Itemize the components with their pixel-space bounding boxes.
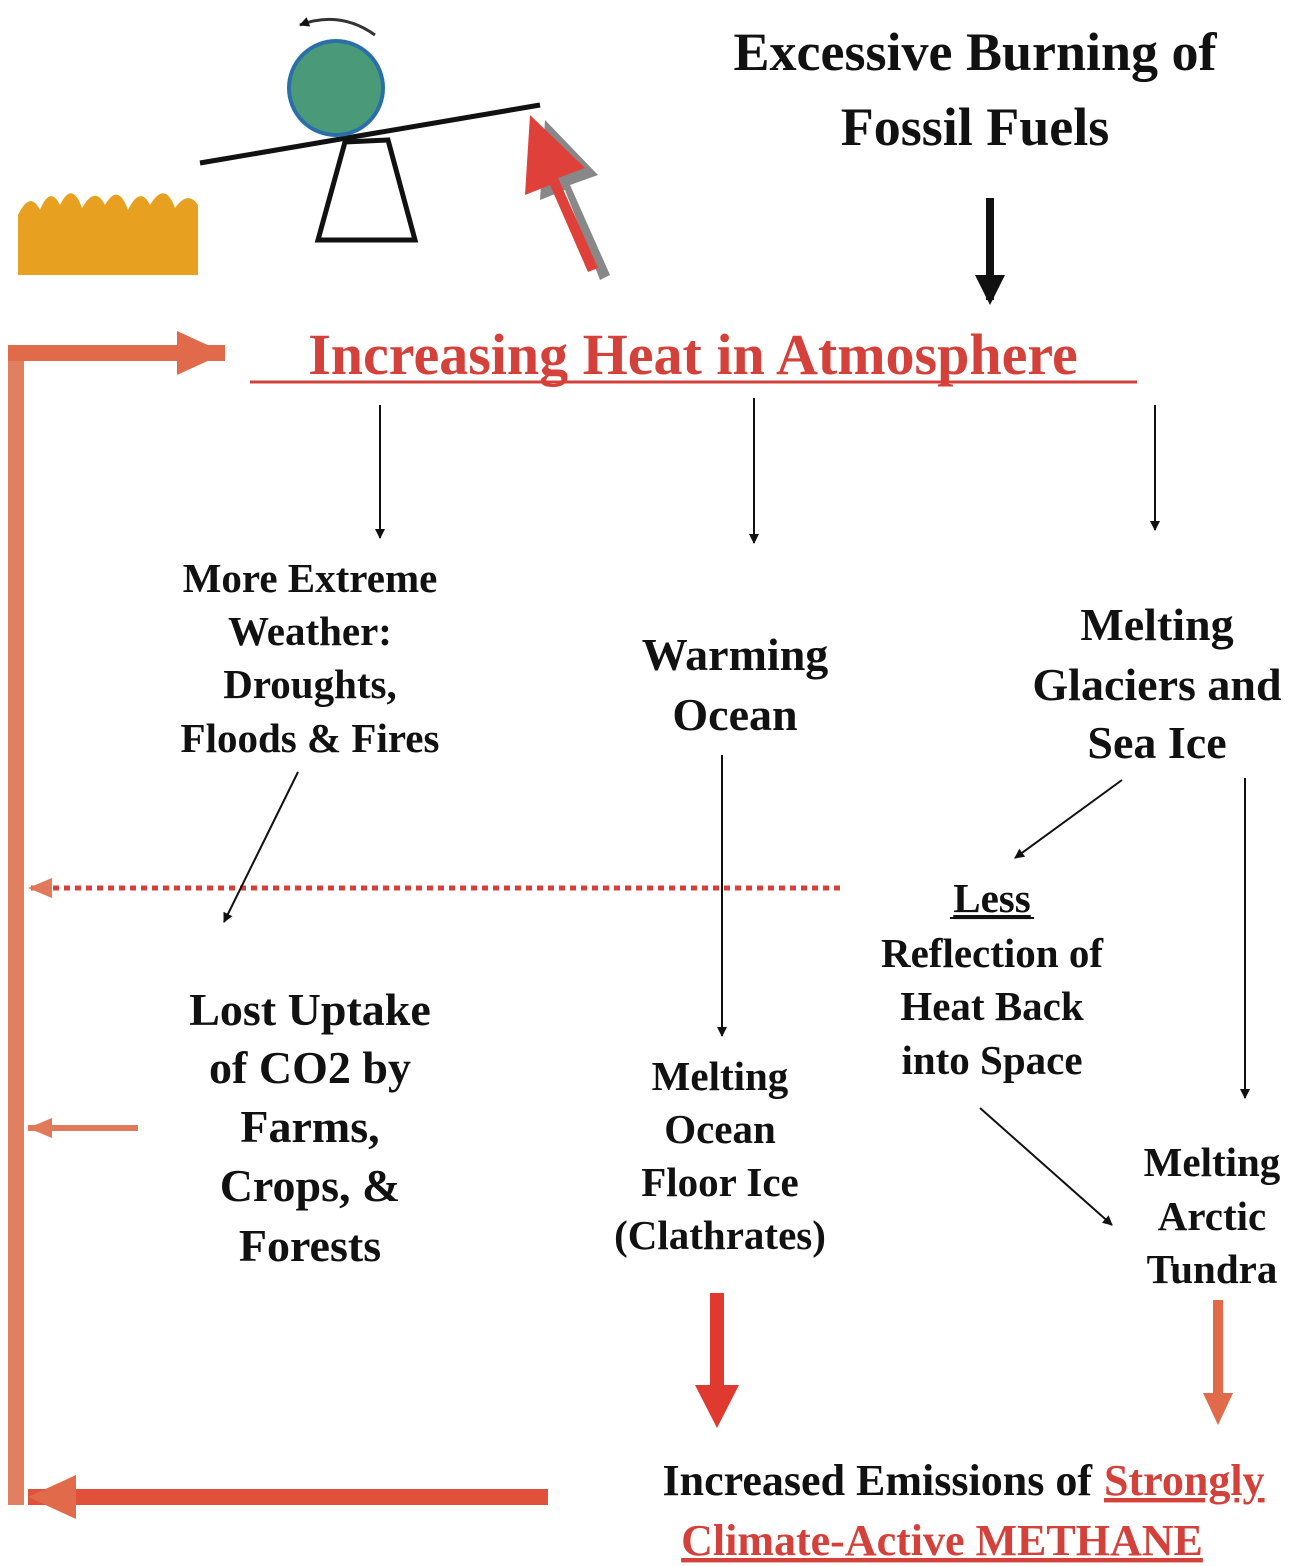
node-text: Crops, & bbox=[220, 1160, 401, 1211]
feedback-bar bbox=[8, 345, 24, 1505]
node-text: Tundra bbox=[1147, 1246, 1278, 1292]
fulcrum bbox=[314, 137, 419, 243]
node-text: Droughts, bbox=[223, 661, 397, 707]
node-text: Floods & Fires bbox=[181, 715, 440, 761]
node-text: Forests bbox=[239, 1220, 381, 1271]
footer-text: Increased Emissions of bbox=[663, 1456, 1094, 1505]
node-text: Farms, bbox=[240, 1101, 379, 1152]
title: Excessive Burning of bbox=[733, 22, 1217, 82]
node-text: Ocean bbox=[664, 1106, 776, 1152]
arrow bbox=[223, 771, 299, 923]
icons bbox=[18, 17, 610, 280]
node-text: Warming bbox=[642, 629, 829, 680]
arrow-head bbox=[975, 275, 1005, 305]
node-text: Melting bbox=[1144, 1139, 1281, 1185]
rotate-arrow bbox=[299, 17, 376, 37]
title: Fossil Fuels bbox=[841, 97, 1110, 157]
arrow-head bbox=[1203, 1393, 1233, 1425]
node-text: Lost Uptake bbox=[189, 984, 431, 1035]
labels: Excessive Burning of Fossil Fuels Increa… bbox=[181, 22, 1282, 1565]
node-text: Ocean bbox=[672, 689, 797, 740]
node-text: More Extreme bbox=[183, 555, 438, 601]
node-text: Melting bbox=[1080, 599, 1233, 650]
footer-highlight: Strongly bbox=[1104, 1456, 1265, 1505]
arrow bbox=[1014, 779, 1123, 859]
up-arrow bbox=[525, 115, 598, 272]
arrow bbox=[710, 1293, 724, 1388]
node-text: (Clathrates) bbox=[614, 1212, 826, 1258]
seesaw bbox=[199, 102, 541, 166]
node-text: Glaciers and bbox=[1032, 659, 1282, 710]
globe bbox=[287, 39, 385, 137]
node-text: Weather: bbox=[228, 608, 392, 654]
node-text: Sea Ice bbox=[1087, 717, 1226, 768]
node-text: Heat Back bbox=[900, 983, 1084, 1029]
node-text: Melting bbox=[652, 1053, 789, 1099]
fire bbox=[18, 193, 198, 275]
arrows bbox=[8, 198, 1250, 1519]
node-text: of CO2 by bbox=[209, 1042, 411, 1093]
footer-highlight: Climate-Active METHANE bbox=[681, 1516, 1203, 1565]
node-text: Reflection of bbox=[881, 930, 1104, 976]
arrow bbox=[979, 1107, 1113, 1226]
arrow bbox=[1213, 1300, 1223, 1395]
heading: Increasing Heat in Atmosphere bbox=[308, 322, 1078, 387]
node-text: Less bbox=[953, 875, 1030, 921]
node-text: into Space bbox=[901, 1037, 1082, 1083]
node-text: Floor Ice bbox=[641, 1159, 799, 1205]
node-text: Arctic bbox=[1158, 1193, 1267, 1239]
arrow-head bbox=[695, 1385, 739, 1428]
